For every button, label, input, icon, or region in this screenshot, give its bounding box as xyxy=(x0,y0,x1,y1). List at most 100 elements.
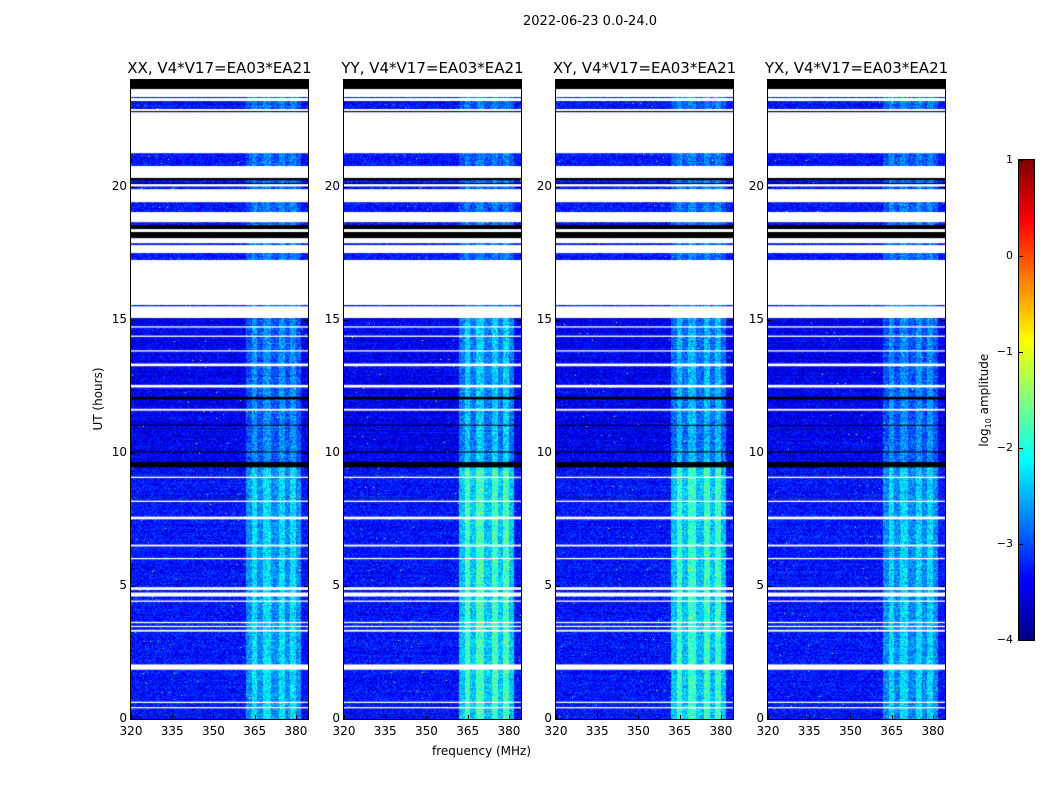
y-tick-mark xyxy=(131,319,135,321)
x-tick-label: 335 xyxy=(585,724,609,738)
x-tick-label: 380 xyxy=(497,724,521,738)
y-tick-label: 0 xyxy=(332,711,340,725)
y-tick-mark xyxy=(131,186,135,188)
x-tick-mark xyxy=(850,715,852,719)
colorbar-tick-label: 0 xyxy=(1006,249,1013,262)
x-tick-label: 365 xyxy=(243,724,267,738)
y-tick-label: 20 xyxy=(748,178,764,193)
x-tick-mark xyxy=(597,80,599,84)
panel-title: XY, V4*V17=EA03*EA21 xyxy=(552,59,737,77)
panel-title: XX, V4*V17=EA03*EA21 xyxy=(127,59,312,77)
y-tick-mark xyxy=(729,186,733,188)
y-tick-mark xyxy=(517,719,521,720)
y-tick-mark xyxy=(556,585,560,587)
x-tick-label: 365 xyxy=(668,724,692,738)
x-tick-label: 320 xyxy=(756,724,780,738)
x-tick-mark xyxy=(426,715,428,719)
colorbar-tick-mark xyxy=(1019,352,1023,353)
x-tick-mark xyxy=(295,80,297,84)
x-tick-label: 365 xyxy=(880,724,904,738)
x-tick-mark xyxy=(213,715,215,719)
x-tick-mark xyxy=(295,715,297,719)
colorbar-label-sub: 10 xyxy=(984,418,994,429)
x-tick-mark xyxy=(768,80,769,84)
y-tick-mark xyxy=(517,452,521,454)
y-tick-mark xyxy=(556,719,560,720)
x-tick-mark xyxy=(809,715,811,719)
panel-title: YY, V4*V17=EA03*EA21 xyxy=(341,59,524,77)
y-tick-label: 15 xyxy=(748,311,764,326)
x-tick-label: 350 xyxy=(202,724,225,738)
x-tick-mark xyxy=(131,80,132,84)
y-tick-label: 15 xyxy=(324,311,340,326)
x-tick-mark xyxy=(720,715,722,719)
y-tick-mark xyxy=(131,585,135,587)
y-tick-mark xyxy=(729,452,733,454)
x-tick-mark xyxy=(385,80,387,84)
y-tick-mark xyxy=(344,186,348,188)
y-tick-label: 15 xyxy=(536,311,552,326)
x-tick-mark xyxy=(768,715,769,719)
y-tick-mark xyxy=(556,452,560,454)
x-tick-mark xyxy=(556,80,557,84)
x-tick-label: 350 xyxy=(627,724,650,738)
x-tick-mark xyxy=(720,80,722,84)
y-tick-label: 15 xyxy=(111,311,127,326)
y-tick-mark xyxy=(131,452,135,454)
x-tick-mark xyxy=(254,80,256,84)
colorbar-label: log10 amplitude xyxy=(977,345,993,455)
colorbar-tick-label: −2 xyxy=(996,441,1013,454)
y-tick-label: 5 xyxy=(332,577,340,592)
x-tick-mark xyxy=(809,80,811,84)
x-tick-mark xyxy=(508,715,510,719)
y-tick-mark xyxy=(304,719,308,720)
y-tick-mark xyxy=(768,585,772,587)
y-tick-label: 0 xyxy=(119,711,127,725)
y-tick-mark xyxy=(344,319,348,321)
x-tick-mark xyxy=(344,80,345,84)
x-tick-mark xyxy=(172,715,174,719)
x-tick-label: 350 xyxy=(839,724,862,738)
x-tick-mark xyxy=(597,715,599,719)
y-tick-mark xyxy=(131,719,135,720)
x-tick-mark xyxy=(467,715,469,719)
y-tick-mark xyxy=(517,319,521,321)
y-tick-mark xyxy=(768,719,772,720)
y-tick-mark xyxy=(729,319,733,321)
y-tick-mark xyxy=(304,319,308,321)
heatmap-panel-0 xyxy=(131,80,308,719)
x-tick-label: 380 xyxy=(921,724,945,738)
panel-title: YX, V4*V17=EA03*EA21 xyxy=(764,59,949,77)
x-tick-mark xyxy=(213,80,215,84)
x-tick-label: 380 xyxy=(284,724,308,738)
x-tick-mark xyxy=(891,80,893,84)
colorbar-label-rest: amplitude xyxy=(976,353,991,419)
y-tick-mark xyxy=(768,319,772,321)
heatmap-panel-3 xyxy=(768,80,945,719)
x-tick-mark xyxy=(172,80,174,84)
y-tick-label: 10 xyxy=(324,444,340,459)
colorbar-tick-mark xyxy=(1019,640,1023,641)
x-tick-mark xyxy=(344,715,345,719)
y-tick-mark xyxy=(344,719,348,720)
y-tick-mark xyxy=(729,719,733,720)
x-tick-label: 350 xyxy=(415,724,438,738)
y-tick-mark xyxy=(941,319,945,321)
y-tick-mark xyxy=(768,452,772,454)
x-tick-label: 335 xyxy=(373,724,397,738)
heatmap-panel-2 xyxy=(556,80,733,719)
y-tick-label: 10 xyxy=(111,444,127,459)
y-tick-label: 5 xyxy=(756,577,764,592)
y-tick-label: 0 xyxy=(544,711,552,725)
x-tick-label: 365 xyxy=(456,724,480,738)
colorbar-tick-mark xyxy=(1019,256,1023,257)
x-tick-mark xyxy=(508,80,510,84)
y-tick-mark xyxy=(517,186,521,188)
x-tick-mark xyxy=(254,715,256,719)
y-tick-label: 20 xyxy=(324,178,340,193)
y-tick-mark xyxy=(941,452,945,454)
y-tick-label: 5 xyxy=(544,577,552,592)
y-tick-mark xyxy=(304,585,308,587)
x-tick-mark xyxy=(467,80,469,84)
colorbar-tick-label: −4 xyxy=(996,633,1013,646)
